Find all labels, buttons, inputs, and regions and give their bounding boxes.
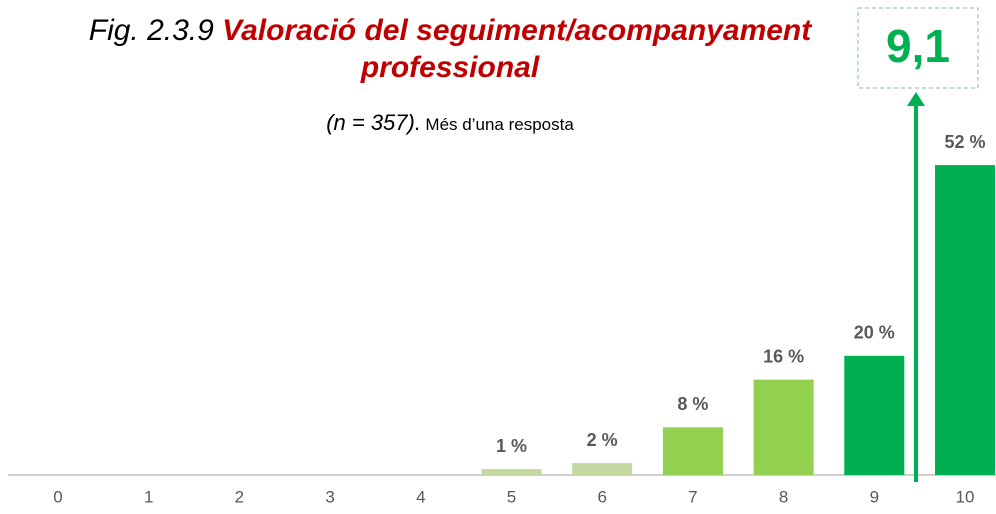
- x-tick-label: 3: [325, 487, 334, 506]
- bar: [753, 379, 814, 475]
- subtitle: (n = 357). Més d’una resposta: [150, 110, 750, 136]
- x-tick-label: 8: [779, 487, 788, 506]
- chart-title-block: Fig. 2.3.9 Valoració del seguiment/acomp…: [70, 12, 830, 86]
- value-label: 1 %: [496, 436, 527, 456]
- bar: [481, 469, 542, 475]
- x-tick-label: 0: [53, 487, 62, 506]
- x-tick-label: 4: [416, 487, 425, 506]
- value-label: 2 %: [587, 430, 618, 450]
- arrow-head: [907, 92, 925, 106]
- value-label: 16 %: [763, 346, 804, 366]
- bar: [844, 355, 905, 475]
- annotation: 9,1: [886, 20, 950, 72]
- subtitle-n: (n = 357).: [326, 110, 421, 135]
- annotation-box: [857, 7, 979, 89]
- x-tick-label: 9: [870, 487, 879, 506]
- chart-title: Valoració del seguiment/acompanyament pr…: [222, 14, 812, 84]
- x-tick-label: 6: [597, 487, 606, 506]
- x-tick-label: 1: [144, 487, 153, 506]
- value-label: 52 %: [944, 132, 985, 152]
- x-tick-label: 5: [507, 487, 516, 506]
- value-label: 20 %: [854, 323, 895, 343]
- x-tick-label: 2: [235, 487, 244, 506]
- x-tick-label: 7: [688, 487, 697, 506]
- bar: [572, 463, 633, 475]
- value-label: 8 %: [677, 394, 708, 414]
- x-tick-label: 10: [956, 487, 975, 506]
- subtitle-note: Més d’una resposta: [425, 115, 574, 134]
- bar: [662, 427, 723, 475]
- bar: [935, 165, 995, 475]
- title-prefix: Fig. 2.3.9: [88, 14, 214, 47]
